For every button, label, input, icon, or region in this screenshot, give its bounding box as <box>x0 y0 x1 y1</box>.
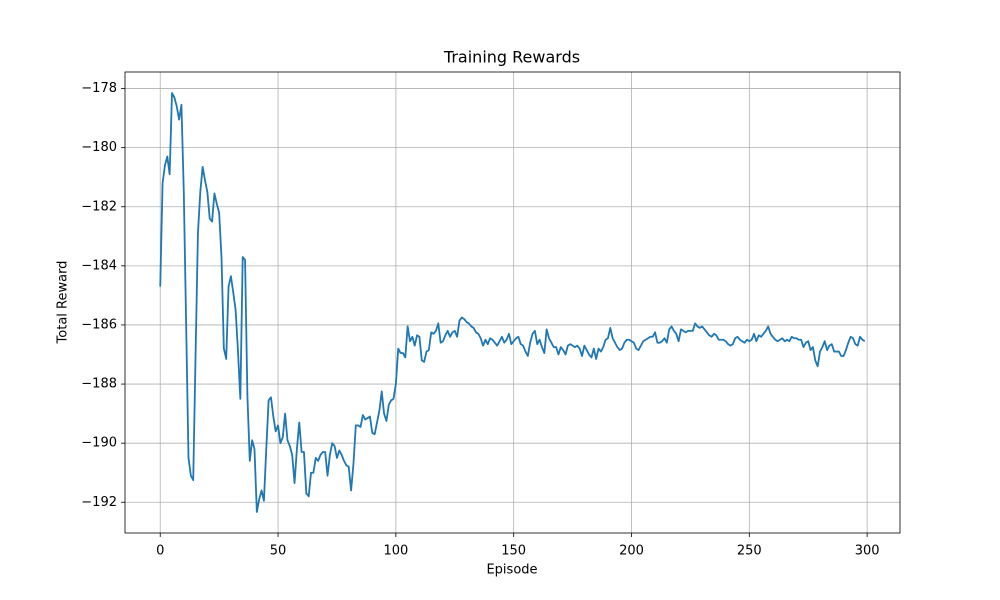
x-tick-label: 250 <box>737 544 762 559</box>
y-tick-label: −182 <box>81 199 117 214</box>
x-tick-label: 200 <box>619 544 644 559</box>
chart-title: Training Rewards <box>443 48 580 67</box>
x-tick-label: 100 <box>383 544 408 559</box>
x-tick-label: 150 <box>501 544 526 559</box>
y-tick-label: −180 <box>81 140 117 155</box>
y-tick-label: −188 <box>81 377 117 392</box>
y-tick-label: −192 <box>81 495 117 510</box>
x-tick-label: 300 <box>855 544 880 559</box>
y-tick-label: −178 <box>81 81 117 96</box>
x-tick-label: 50 <box>270 544 287 559</box>
x-axis-label: Episode <box>486 563 537 578</box>
y-tick-label: −186 <box>81 317 117 332</box>
y-tick-label: −190 <box>81 436 117 451</box>
data-line <box>159 92 866 513</box>
y-axis-label: Total Reward <box>56 261 71 345</box>
y-tick-label: −184 <box>81 258 117 273</box>
axes-frame <box>124 71 901 534</box>
x-tick-label: 0 <box>156 544 164 559</box>
